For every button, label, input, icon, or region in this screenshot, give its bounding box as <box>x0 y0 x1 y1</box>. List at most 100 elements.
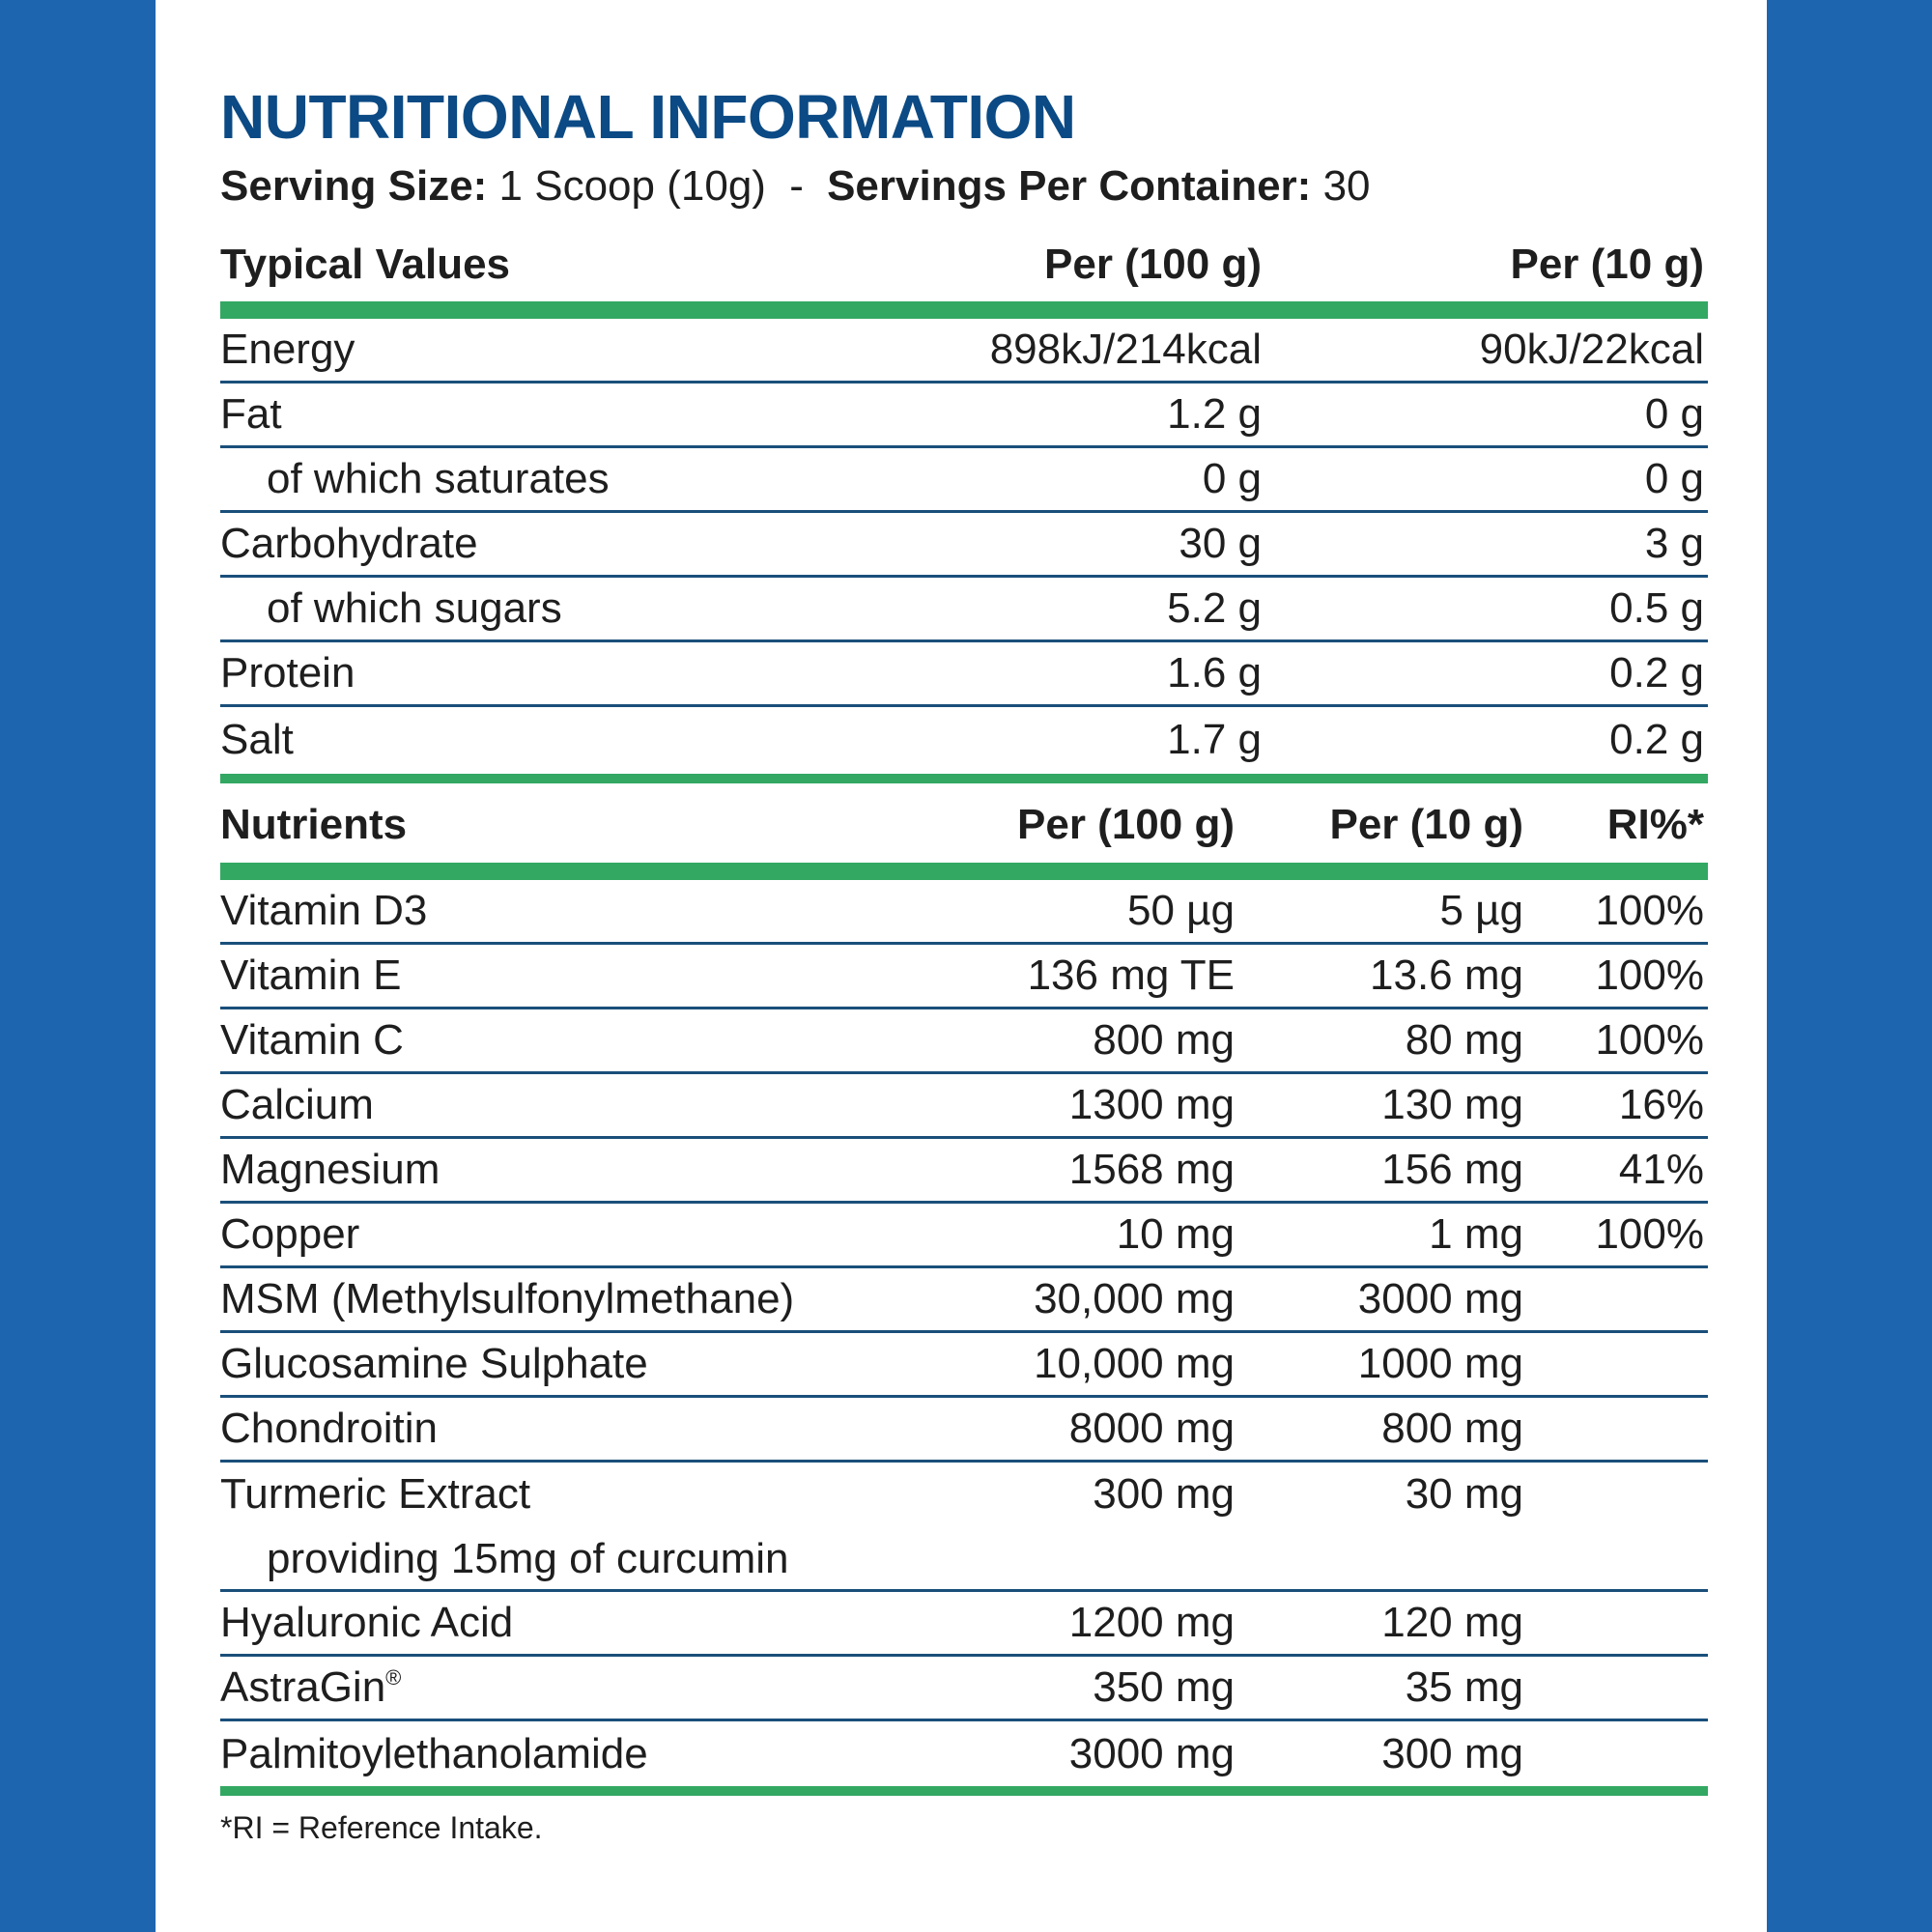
table-row: AstraGin® 350 mg 35 mg <box>220 1657 1708 1721</box>
per-100g-value: 3000 mg <box>1068 1729 1235 1777</box>
footnote: *RI = Reference Intake. <box>220 1810 543 1845</box>
table-row: Salt 1.7 g 0.2 g <box>220 707 1708 772</box>
per-100g-value: 10 mg <box>1116 1210 1235 1258</box>
serving-size-value: 1 Scoop (10g) <box>498 162 766 210</box>
per-10g-value: 3 g <box>1644 520 1704 567</box>
row-label: Vitamin D3 <box>220 887 428 934</box>
ri-percent-value: 100% <box>1595 1210 1704 1258</box>
per-100g-value: 1.6 g <box>1167 649 1262 696</box>
row-label: Hyaluronic Acid <box>220 1599 514 1646</box>
per-100g-value: 0 g <box>1202 455 1262 502</box>
table-row: Energy 898kJ/214kcal 90kJ/22kcal <box>220 319 1708 384</box>
per-100g-value: 50 µg <box>1127 887 1235 934</box>
label-panel <box>156 0 1767 1932</box>
serving-size-label: Serving Size: <box>220 162 488 210</box>
serving-info: Serving Size: 1 Scoop (10g) - Servings P… <box>220 162 1371 211</box>
row-label: of which saturates <box>267 455 610 502</box>
table-row: Fat 1.2 g 0 g <box>220 384 1708 448</box>
per-100g-value: 350 mg <box>1093 1663 1235 1711</box>
table-row: Vitamin E 136 mg TE 13.6 mg 100% <box>220 945 1708 1009</box>
header-per-100g: Per (100 g) <box>1044 240 1262 288</box>
header-per-10g: Per (10 g) <box>1329 800 1523 848</box>
per-100g-value: 1.2 g <box>1167 390 1262 438</box>
per-100g-value: 1300 mg <box>1068 1081 1235 1128</box>
table-row: Protein 1.6 g 0.2 g <box>220 642 1708 707</box>
table-row: of which saturates 0 g 0 g <box>220 448 1708 513</box>
per-10g-value: 80 mg <box>1405 1016 1523 1064</box>
per-10g-value: 13.6 mg <box>1370 952 1523 999</box>
green-divider <box>220 863 1708 880</box>
row-label: Carbohydrate <box>220 520 478 567</box>
row-label: Magnesium <box>220 1146 440 1193</box>
row-label-wrap: AstraGin® <box>220 1663 401 1712</box>
table-row: Carbohydrate 30 g 3 g <box>220 513 1708 578</box>
row-label: Copper <box>220 1210 360 1258</box>
table-row: Chondroitin 8000 mg 800 mg <box>220 1398 1708 1463</box>
table-row: Glucosamine Sulphate 10,000 mg 1000 mg <box>220 1333 1708 1398</box>
row-sublabel: providing 15mg of curcumin <box>267 1535 789 1582</box>
per-100g-value: 30 g <box>1179 520 1262 567</box>
header-nutrients: Nutrients <box>220 800 408 848</box>
ri-percent-value: 100% <box>1595 1016 1704 1064</box>
servings-per-container-value: 30 <box>1322 162 1371 210</box>
per-10g-value: 90kJ/22kcal <box>1479 326 1704 373</box>
ri-percent-value: 100% <box>1595 952 1704 999</box>
table-row: Vitamin C 800 mg 80 mg 100% <box>220 1009 1708 1074</box>
per-100g-value: 5.2 g <box>1167 584 1262 632</box>
row-label: Salt <box>220 715 294 763</box>
row-label: Protein <box>220 649 355 696</box>
per-10g-value: 120 mg <box>1381 1599 1523 1646</box>
green-divider <box>220 1786 1708 1796</box>
row-label: Energy <box>220 326 355 373</box>
green-divider <box>220 301 1708 319</box>
typical-values-header: Typical Values Per (100 g) Per (10 g) <box>220 232 1708 297</box>
table-row: Vitamin D3 50 µg 5 µg 100% <box>220 880 1708 945</box>
header-ri-percent: RI%* <box>1606 800 1704 848</box>
per-10g-value: 130 mg <box>1381 1081 1523 1128</box>
per-100g-value: 1568 mg <box>1068 1146 1235 1193</box>
per-10g-value: 5 µg <box>1439 887 1523 934</box>
row-label: Fat <box>220 390 282 438</box>
table-row: Copper 10 mg 1 mg 100% <box>220 1204 1708 1268</box>
row-label: AstraGin <box>220 1663 386 1711</box>
row-label: Chondroitin <box>220 1405 439 1452</box>
table-row: Palmitoylethanolamide 3000 mg 300 mg <box>220 1721 1708 1786</box>
table-row: Turmeric Extract providing 15mg of curcum… <box>220 1463 1708 1592</box>
per-10g-value: 300 mg <box>1381 1729 1523 1777</box>
header-typical-values: Typical Values <box>220 240 511 288</box>
table-row: of which sugars 5.2 g 0.5 g <box>220 578 1708 642</box>
header-per-100g: Per (100 g) <box>1017 800 1235 848</box>
per-100g-value: 898kJ/214kcal <box>989 326 1262 373</box>
per-100g-value: 30,000 mg <box>1034 1275 1235 1322</box>
nutrients-header: Nutrients Per (100 g) Per (10 g) RI%* <box>220 792 1708 857</box>
table-row: Hyaluronic Acid 1200 mg 120 mg <box>220 1592 1708 1657</box>
row-label: Vitamin C <box>220 1016 404 1064</box>
row-label: MSM (Methylsulfonylmethane) <box>220 1275 795 1322</box>
per-10g-value: 800 mg <box>1381 1405 1523 1452</box>
row-label: of which sugars <box>267 584 562 632</box>
per-100g-value: 300 mg <box>1093 1470 1235 1518</box>
row-label: Glucosamine Sulphate <box>220 1340 648 1387</box>
row-label: Vitamin E <box>220 952 402 999</box>
per-10g-value: 35 mg <box>1405 1663 1523 1711</box>
table-row: Magnesium 1568 mg 156 mg 41% <box>220 1139 1708 1204</box>
per-100g-value: 8000 mg <box>1068 1405 1235 1452</box>
registered-mark: ® <box>385 1665 402 1690</box>
per-10g-value: 0.2 g <box>1609 715 1704 763</box>
per-10g-value: 1 mg <box>1429 1210 1523 1258</box>
per-10g-value: 0.2 g <box>1609 649 1704 696</box>
ri-percent-value: 16% <box>1618 1081 1704 1128</box>
per-100g-value: 10,000 mg <box>1034 1340 1235 1387</box>
table-row: Calcium 1300 mg 130 mg 16% <box>220 1074 1708 1139</box>
servings-per-container-label: Servings Per Container: <box>827 162 1312 210</box>
per-100g-value: 1200 mg <box>1068 1599 1235 1646</box>
serving-separator: - <box>789 162 804 210</box>
row-label: Turmeric Extract <box>220 1470 531 1518</box>
header-per-10g: Per (10 g) <box>1510 240 1704 288</box>
per-10g-value: 0 g <box>1644 390 1704 438</box>
per-10g-value: 156 mg <box>1381 1146 1523 1193</box>
per-10g-value: 30 mg <box>1405 1470 1523 1518</box>
row-label: Palmitoylethanolamide <box>220 1729 648 1777</box>
per-10g-value: 0 g <box>1644 455 1704 502</box>
row-label: Calcium <box>220 1081 374 1128</box>
